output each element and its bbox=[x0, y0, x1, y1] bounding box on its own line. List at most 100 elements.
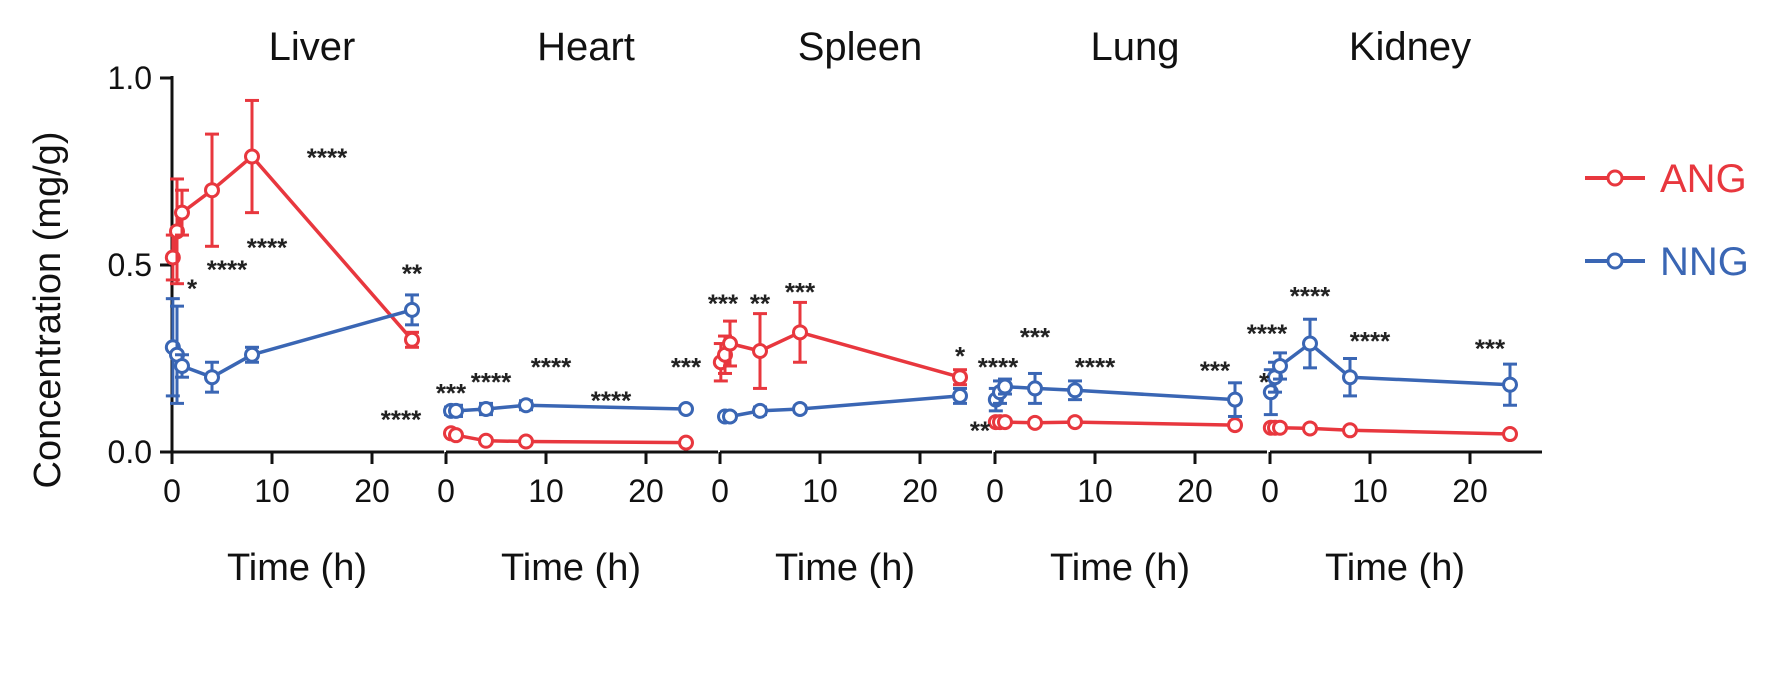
x-tick-label: 10 bbox=[528, 473, 564, 509]
significance-label: **** bbox=[207, 255, 248, 285]
data-point bbox=[678, 434, 694, 451]
data-point bbox=[752, 402, 768, 419]
data-point bbox=[448, 427, 464, 444]
data-point bbox=[1502, 426, 1518, 443]
significance-label: *** bbox=[1200, 356, 1231, 386]
data-point bbox=[1027, 380, 1043, 397]
x-axis-label: Time (h) bbox=[1050, 547, 1190, 589]
significance-label: **** bbox=[247, 232, 288, 262]
data-point bbox=[404, 301, 420, 318]
panel-title: Heart bbox=[537, 25, 635, 69]
legend-nng-label: NNG bbox=[1660, 240, 1749, 284]
data-point bbox=[244, 346, 260, 363]
significance-label: * bbox=[187, 273, 198, 303]
y-axis-label: Concentration (mg/g) bbox=[27, 132, 69, 489]
panel-title: Liver bbox=[269, 25, 356, 69]
x-tick-label: 0 bbox=[1261, 473, 1279, 509]
series-ang bbox=[1262, 419, 1518, 443]
data-point bbox=[792, 400, 808, 417]
panel-title: Lung bbox=[1091, 25, 1180, 69]
significance-label: ** bbox=[970, 416, 991, 446]
data-point bbox=[478, 432, 494, 449]
panel-title: Kidney bbox=[1349, 25, 1471, 69]
series-nng bbox=[987, 371, 1243, 418]
x-tick-label: 20 bbox=[902, 473, 938, 509]
data-point bbox=[448, 402, 464, 419]
data-point bbox=[204, 182, 220, 199]
significance-label: *** bbox=[708, 288, 739, 318]
significance-label: **** bbox=[1350, 326, 1391, 356]
x-tick-label: 20 bbox=[1452, 473, 1488, 509]
series-ang bbox=[712, 300, 968, 390]
series-nng bbox=[1262, 317, 1518, 417]
x-tick-label: 20 bbox=[354, 473, 390, 509]
data-point bbox=[518, 433, 534, 450]
data-point bbox=[1067, 414, 1083, 431]
x-tick-label: 10 bbox=[802, 473, 838, 509]
legend-ang-marker bbox=[1606, 169, 1624, 187]
data-point bbox=[174, 357, 190, 374]
data-point bbox=[792, 324, 808, 341]
series-nng bbox=[164, 293, 420, 405]
data-point bbox=[1067, 382, 1083, 399]
x-tick-label: 20 bbox=[1177, 473, 1213, 509]
significance-label: *** bbox=[785, 277, 816, 307]
x-tick-label: 10 bbox=[1077, 473, 1113, 509]
significance-label: *** bbox=[1475, 333, 1506, 363]
significance-label: * bbox=[1259, 367, 1270, 397]
data-point bbox=[1272, 357, 1288, 374]
x-tick-label: 10 bbox=[1352, 473, 1388, 509]
data-point bbox=[204, 369, 220, 386]
data-point bbox=[1502, 376, 1518, 393]
data-point bbox=[722, 335, 738, 352]
significance-label: *** bbox=[1020, 322, 1051, 352]
y-tick-label: 0.0 bbox=[108, 434, 152, 470]
data-point bbox=[1342, 369, 1358, 386]
significance-label: **** bbox=[381, 404, 422, 434]
data-point bbox=[1027, 414, 1043, 431]
data-point bbox=[404, 331, 420, 348]
x-axis-label: Time (h) bbox=[501, 547, 641, 589]
data-point bbox=[997, 378, 1013, 395]
x-tick-label: 10 bbox=[254, 473, 290, 509]
data-point bbox=[722, 408, 738, 425]
x-axis-label: Time (h) bbox=[227, 547, 367, 589]
panel-title: Spleen bbox=[798, 25, 923, 69]
x-tick-label: 0 bbox=[986, 473, 1004, 509]
data-point bbox=[518, 397, 534, 414]
data-point bbox=[1302, 420, 1318, 437]
data-point bbox=[1227, 391, 1243, 408]
data-point bbox=[1272, 419, 1288, 436]
x-tick-label: 0 bbox=[163, 473, 181, 509]
data-point bbox=[244, 148, 260, 165]
significance-label: ** bbox=[750, 288, 771, 318]
data-point bbox=[1342, 422, 1358, 439]
data-point bbox=[752, 343, 768, 360]
x-axis-label: Time (h) bbox=[775, 547, 915, 589]
legend: ANG NNG bbox=[1585, 157, 1749, 284]
x-tick-label: 20 bbox=[628, 473, 664, 509]
significance-label: **** bbox=[591, 386, 632, 416]
data-point bbox=[952, 369, 968, 386]
series-line bbox=[171, 308, 413, 379]
significance-label: **** bbox=[1290, 281, 1331, 311]
data-point bbox=[1227, 417, 1243, 434]
significance-label: **** bbox=[978, 352, 1019, 382]
data-point bbox=[1302, 335, 1318, 352]
significance-label: **** bbox=[1247, 318, 1288, 348]
significance-label: **** bbox=[531, 352, 572, 382]
data-point bbox=[997, 414, 1013, 431]
significance-label: **** bbox=[307, 143, 348, 173]
data-point bbox=[174, 204, 190, 221]
x-tick-label: 0 bbox=[437, 473, 455, 509]
significance-label: *** bbox=[436, 378, 467, 408]
legend-nng-marker bbox=[1606, 252, 1624, 270]
series-nng bbox=[717, 386, 968, 425]
y-tick-label: 0.5 bbox=[108, 247, 152, 283]
series-ang bbox=[987, 414, 1243, 434]
series-nng bbox=[443, 397, 694, 419]
x-tick-label: 0 bbox=[711, 473, 729, 509]
